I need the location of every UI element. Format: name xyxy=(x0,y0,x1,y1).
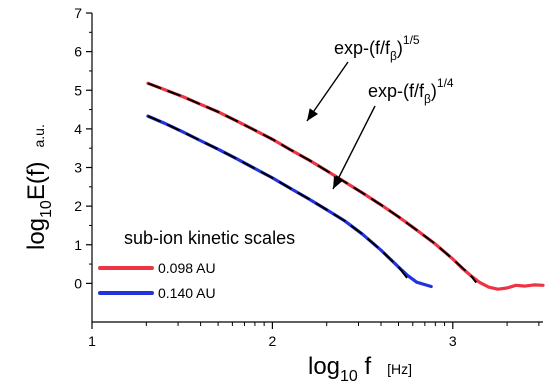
y-axis-label: log10E(f) a.u. xyxy=(23,124,55,250)
fit-label-1: exp-(f/fβ)1/4 xyxy=(368,76,454,106)
x-tick-label: 1 xyxy=(88,333,96,349)
x-label-main: log xyxy=(308,353,340,380)
y-tick-label: 3 xyxy=(74,160,82,176)
fit-line-0 xyxy=(147,82,478,284)
axis-labels: log10 f [Hz]log10E(f)a.u. xyxy=(23,124,412,385)
fit-label-main: exp-(f/f xyxy=(334,38,391,58)
y-label-unit: a.u. xyxy=(31,124,47,147)
x-minor-ticks xyxy=(145,322,540,326)
legend-label: 0.140 AU xyxy=(158,285,216,301)
x-label-unit: [Hz] xyxy=(387,361,412,377)
series-layer xyxy=(146,81,545,291)
y-label-main: log xyxy=(23,218,50,250)
fit-label-sub: β xyxy=(390,49,397,63)
fit-label-0: exp-(f/fβ)1/5 xyxy=(334,33,420,63)
fit-label-main: exp-(f/f xyxy=(368,81,425,101)
y-tick-label: 5 xyxy=(74,82,82,98)
x-label-sub: 10 xyxy=(340,368,358,385)
y-label-var: E(f) xyxy=(23,162,50,201)
y-tick-label: 7 xyxy=(74,5,82,21)
legend: sub-ion kinetic scales 0.098 AU 0.140 AU xyxy=(98,228,295,301)
fit-label-close: ) xyxy=(431,81,437,101)
y-tick-label: 4 xyxy=(74,121,82,137)
x-tick-label: 2 xyxy=(269,333,277,349)
x-label-var: f xyxy=(358,353,372,380)
series-line-0 xyxy=(146,81,545,291)
fit-label-sub: β xyxy=(424,92,431,106)
y-tick-label: 2 xyxy=(74,198,82,214)
x-tick-label: 3 xyxy=(449,333,457,349)
y-tick-label: 1 xyxy=(74,237,82,253)
arrow-shaft xyxy=(332,105,376,190)
axis-ticks: 0 1 2 3 4 5 6 7 1 2 3 xyxy=(74,5,457,349)
y-tick-label: 0 xyxy=(74,275,82,291)
y-tick-label: 6 xyxy=(74,44,82,60)
arrow-head-icon xyxy=(333,176,343,189)
fit-line-1 xyxy=(147,115,409,280)
fit-layer xyxy=(147,82,478,284)
fit-label-sup: 1/5 xyxy=(403,33,420,47)
legend-label: 0.098 AU xyxy=(158,260,216,276)
fit-label-sup: 1/4 xyxy=(437,76,454,90)
legend-title: sub-ion kinetic scales xyxy=(124,228,295,248)
fit-label-close: ) xyxy=(397,38,403,58)
arrow-head-icon xyxy=(307,108,318,121)
y-label-sub: 10 xyxy=(38,200,55,218)
x-axis-label: log10 f [Hz] xyxy=(308,353,412,385)
